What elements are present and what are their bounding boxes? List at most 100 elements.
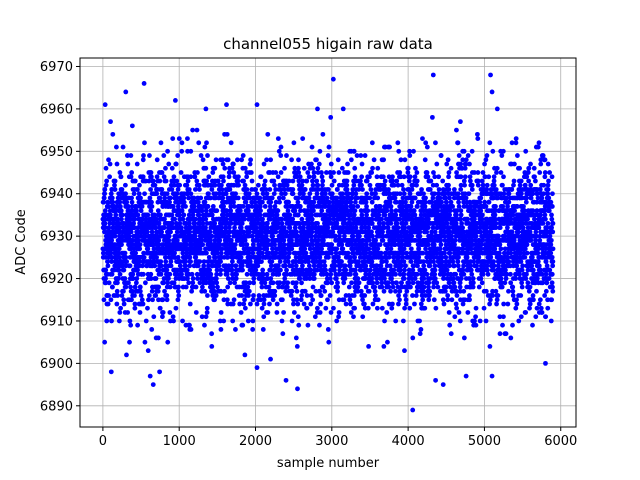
data-point — [109, 259, 114, 264]
data-point — [427, 187, 433, 192]
data-point — [232, 242, 238, 248]
data-point — [329, 242, 335, 248]
data-point — [381, 157, 387, 163]
data-point — [341, 280, 347, 286]
data-point — [235, 195, 241, 201]
data-point — [363, 263, 369, 269]
data-point — [315, 165, 321, 171]
data-point — [462, 174, 468, 180]
data-point — [157, 195, 163, 201]
data-point — [183, 259, 189, 264]
data-point — [212, 182, 218, 188]
data-point — [142, 339, 148, 345]
data-point — [309, 212, 315, 218]
data-point — [108, 297, 114, 303]
data-point — [284, 267, 289, 273]
data-point — [356, 259, 361, 264]
data-point — [188, 191, 194, 197]
data-point — [289, 157, 294, 163]
data-point — [239, 157, 245, 163]
data-point — [134, 161, 140, 167]
data-point — [164, 191, 170, 197]
data-point — [369, 276, 375, 281]
data-point — [124, 153, 130, 158]
data-point — [429, 114, 435, 120]
data-point — [106, 157, 111, 163]
data-point — [475, 170, 481, 175]
data-point — [166, 237, 172, 243]
data-point — [393, 271, 398, 277]
data-point — [156, 221, 162, 226]
data-point — [456, 310, 462, 315]
data-point — [412, 212, 418, 218]
data-point — [448, 331, 454, 337]
data-point — [367, 195, 373, 201]
data-point — [364, 212, 370, 218]
data-point — [281, 310, 286, 315]
data-point — [121, 297, 127, 303]
data-point — [372, 288, 378, 294]
data-point — [300, 136, 306, 141]
data-point — [432, 267, 438, 273]
data-point — [477, 199, 483, 205]
data-point — [103, 267, 109, 273]
data-point — [209, 344, 215, 349]
data-point — [147, 259, 153, 264]
data-point — [233, 276, 239, 281]
data-point — [210, 204, 216, 209]
data-point — [352, 165, 358, 171]
data-point — [363, 284, 369, 290]
data-point — [250, 318, 256, 324]
data-point — [366, 344, 371, 349]
data-point — [370, 280, 376, 286]
data-point — [163, 165, 168, 171]
data-point — [174, 191, 180, 197]
data-point — [166, 233, 172, 239]
data-point — [377, 242, 383, 248]
data-point — [271, 178, 277, 184]
data-point — [102, 208, 108, 214]
data-point — [403, 301, 409, 307]
data-point — [467, 161, 472, 167]
data-point — [126, 280, 131, 286]
data-point — [200, 284, 205, 290]
data-point — [475, 182, 481, 188]
data-point — [463, 157, 469, 163]
data-point — [274, 310, 280, 315]
data-point — [229, 267, 235, 273]
data-point — [239, 263, 245, 269]
data-point — [402, 157, 408, 163]
data-point — [171, 174, 177, 180]
data-point — [168, 263, 174, 269]
data-point — [190, 127, 196, 133]
data-point — [107, 221, 113, 226]
data-point — [281, 242, 287, 248]
data-point — [382, 212, 388, 218]
data-point — [137, 288, 143, 294]
data-point — [222, 165, 228, 171]
data-point — [264, 246, 270, 252]
data-point — [121, 288, 126, 294]
data-point — [246, 293, 251, 298]
data-point — [400, 318, 406, 324]
data-point — [446, 182, 451, 188]
data-point — [242, 297, 247, 303]
data-point — [244, 187, 250, 192]
data-point — [461, 271, 467, 277]
data-point — [156, 297, 161, 303]
data-point — [366, 288, 372, 294]
data-point — [171, 318, 176, 324]
data-point — [416, 254, 422, 260]
data-point — [431, 297, 437, 303]
data-point — [406, 280, 412, 286]
data-point — [137, 242, 143, 248]
data-point — [468, 267, 474, 273]
data-point — [162, 216, 167, 222]
data-point — [253, 187, 259, 192]
data-point — [451, 187, 457, 192]
data-point — [443, 254, 449, 260]
data-point — [116, 250, 121, 256]
data-point — [386, 284, 392, 290]
data-point — [259, 259, 264, 264]
